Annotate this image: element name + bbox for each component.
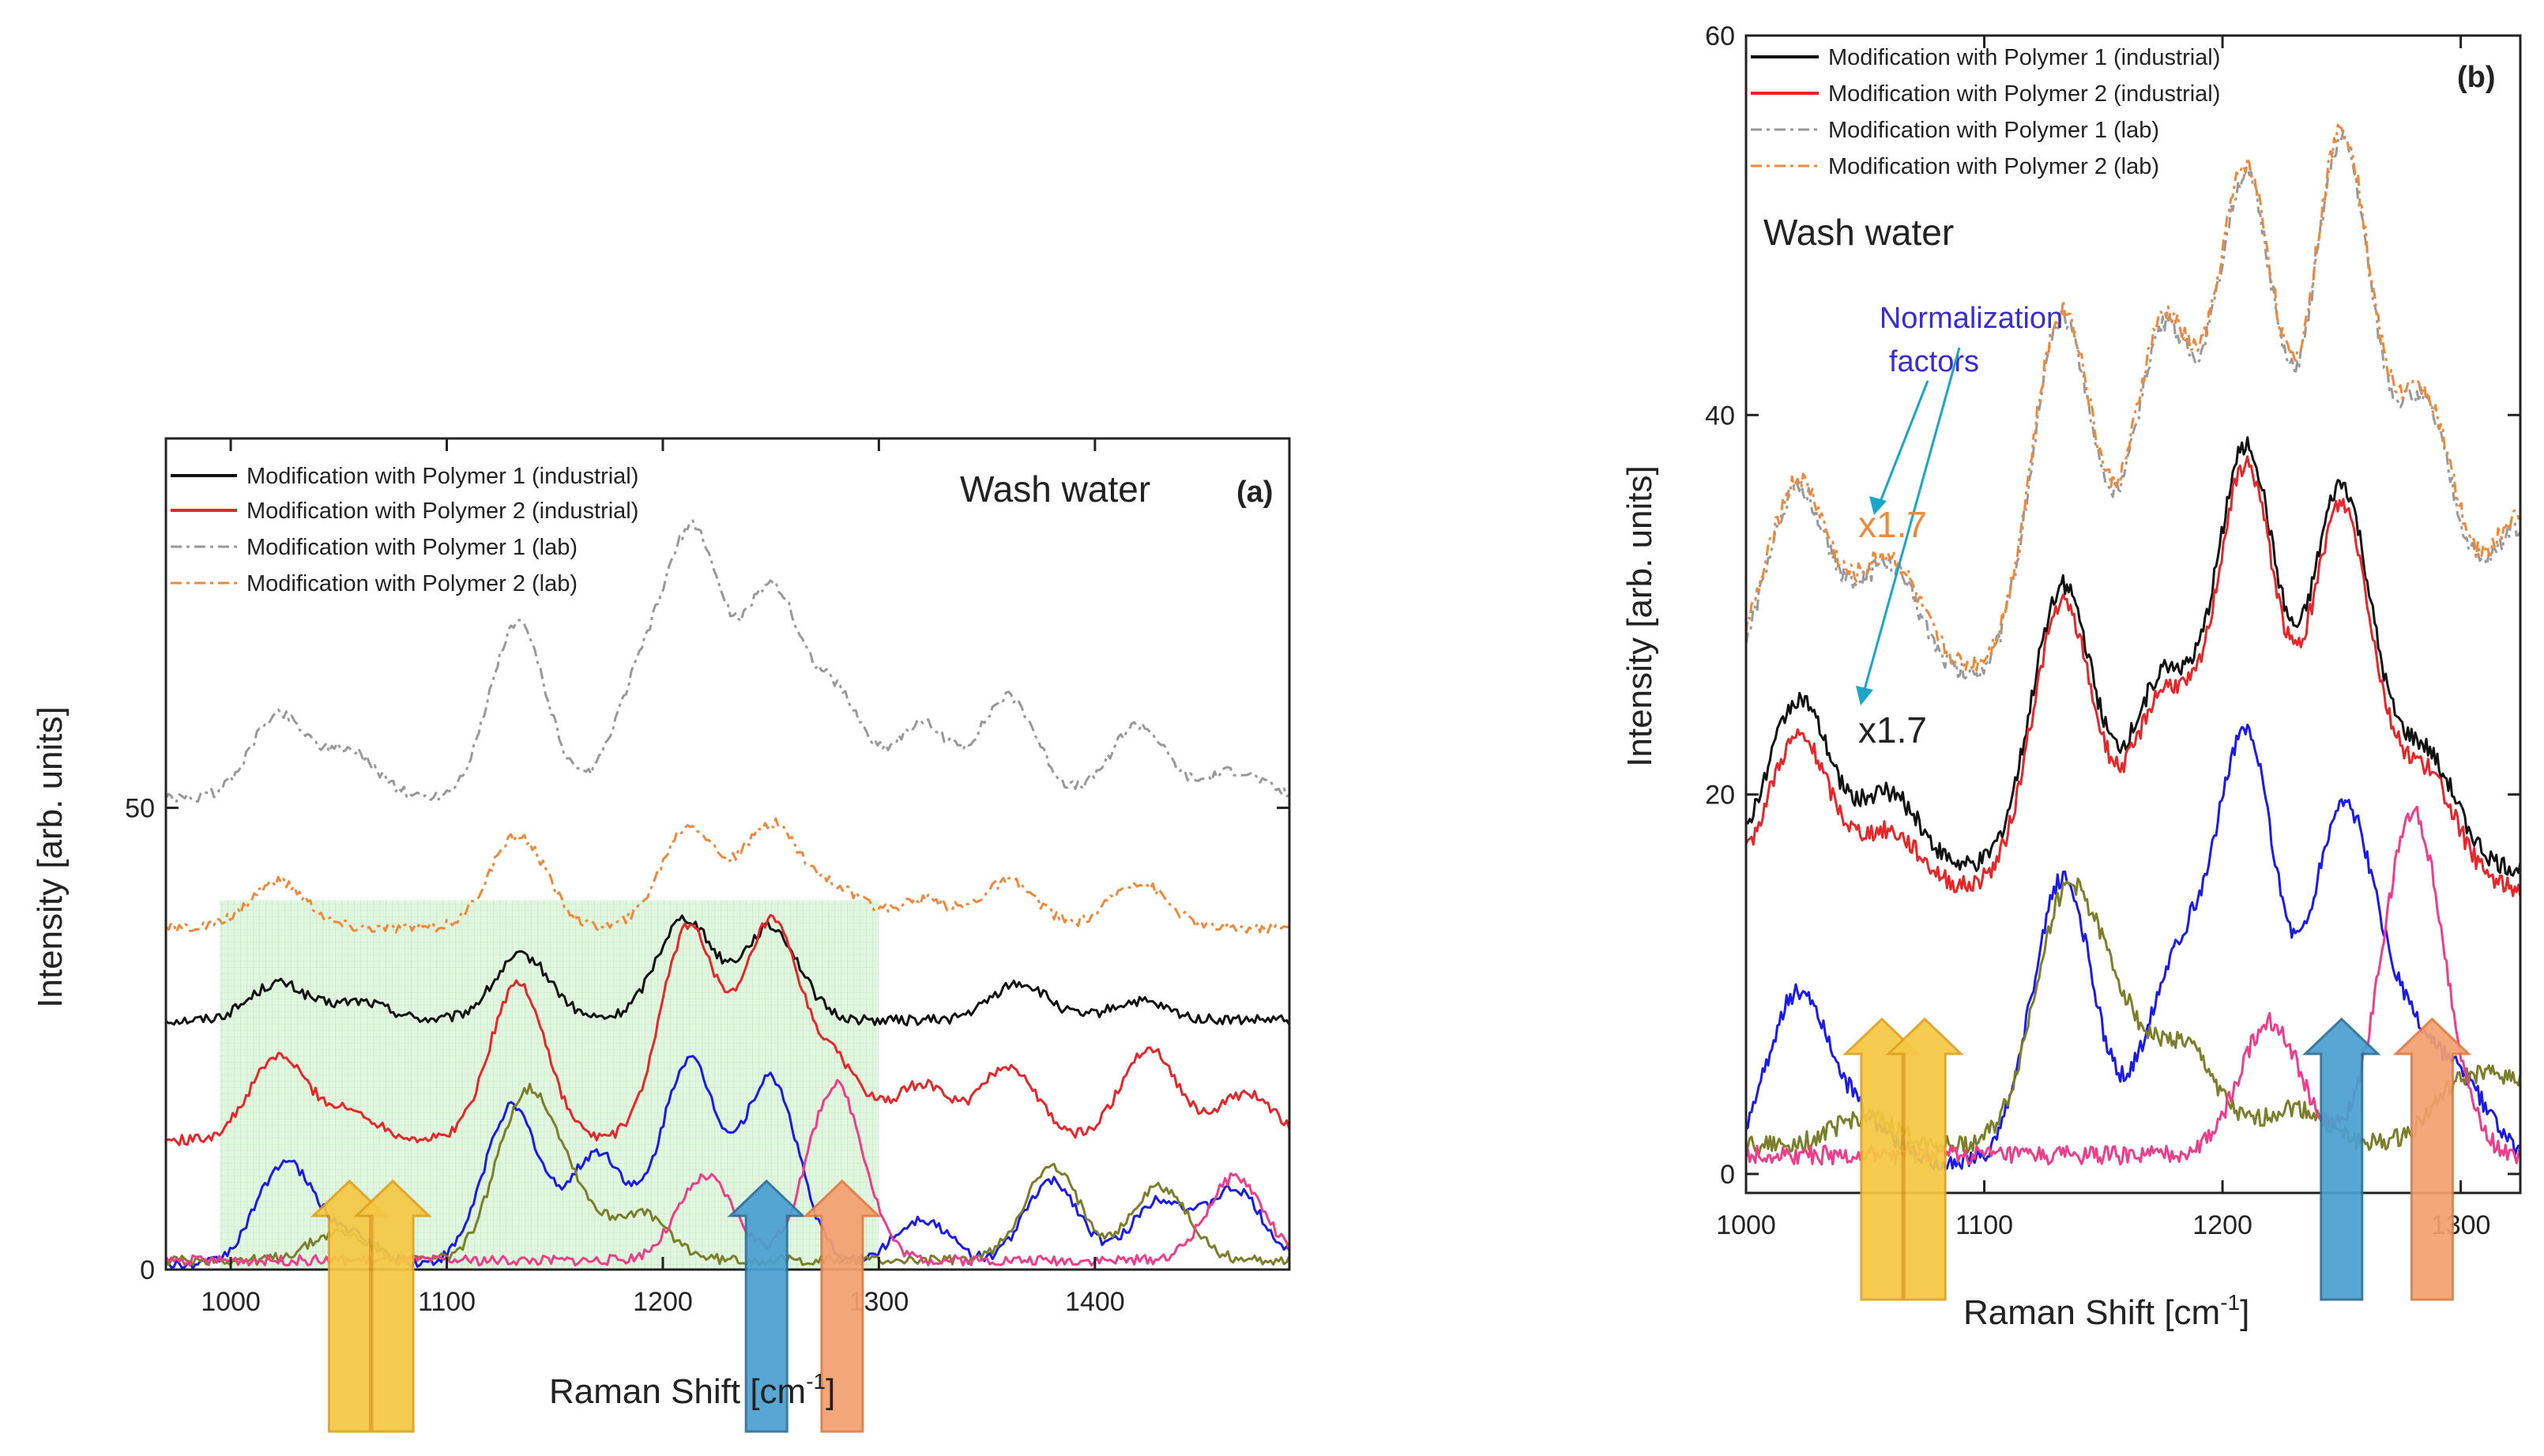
xlabel-sup: -1 xyxy=(806,1369,826,1394)
series-line-0 xyxy=(165,914,1291,1027)
panel-b-legend: Modification with Polymer 1 (industrial)… xyxy=(1751,45,2220,179)
panel-b-arrows xyxy=(1842,1017,2472,1301)
panel-a-annotation: Wash water xyxy=(960,468,1150,510)
xlabel-sup: -1 xyxy=(2220,1290,2240,1315)
legend-label-4: Modification with Polymer 2 (lab) xyxy=(246,571,578,596)
normalization-arrowhead-2 xyxy=(1856,686,1873,705)
peak-arrow-0 xyxy=(310,1179,390,1433)
series-line-1 xyxy=(165,913,1291,1146)
normalization-note-line1: Normalization xyxy=(1880,302,2063,335)
x-tick-label: 1200 xyxy=(2192,1210,2252,1240)
legend-label-3: Modification with Polymer 1 (lab) xyxy=(246,535,578,560)
series-line-3 xyxy=(164,817,1290,935)
normalization-arrow-2 xyxy=(1861,347,1961,696)
series-line-1 xyxy=(1744,455,2522,897)
series-line-3 xyxy=(1744,123,2521,672)
panel-a-plot-frame xyxy=(164,437,1291,1271)
y-tick-label: 40 xyxy=(1705,401,1735,431)
y-tick-label: 20 xyxy=(1705,781,1735,811)
panel-b-xlabel: Raman Shift [cm-1] xyxy=(1963,1290,2249,1332)
normalization-note-line2: factors xyxy=(1889,345,1979,378)
peak-arrow-2 xyxy=(727,1179,806,1433)
legend-label-3: Modification with Polymer 1 (lab) xyxy=(1828,118,2159,143)
peak-arrow-3 xyxy=(2392,1017,2472,1301)
x-tick-label: 1100 xyxy=(418,1287,476,1317)
y-tick-label: 50 xyxy=(125,794,155,824)
series-line-2 xyxy=(164,519,1290,803)
peak-arrow-3 xyxy=(803,1179,882,1433)
factor-industrial: x1.7 xyxy=(1858,709,1927,751)
panel-a-label: (a) xyxy=(1236,476,1273,509)
x-tick-label: 1200 xyxy=(633,1287,693,1317)
legend-label-4: Modification with Polymer 2 (lab) xyxy=(1828,154,2159,179)
series-line-2 xyxy=(1744,129,2522,680)
legend-label-2: Modification with Polymer 2 (industrial) xyxy=(1828,81,2220,107)
y-tick-label: 0 xyxy=(1720,1160,1735,1190)
xlabel-close: ] xyxy=(826,1372,835,1411)
xlabel-main: Raman Shift [cm xyxy=(1963,1293,2220,1332)
peak-arrow-2 xyxy=(2302,1017,2381,1301)
panel-a-ylabel: Intensity [arb. units] xyxy=(31,706,70,1008)
panel-a-legend: Modification with Polymer 1 (industrial)… xyxy=(171,464,638,596)
panel-b-ylabel: Intensity [arb. units] xyxy=(1620,465,1659,767)
x-tick-label: 1000 xyxy=(1716,1210,1776,1240)
peak-arrow-1 xyxy=(1885,1017,1964,1301)
y-tick-label: 0 xyxy=(140,1255,155,1285)
panel-b-annotation: Wash water xyxy=(1763,212,1954,253)
peak-arrow-1 xyxy=(353,1179,432,1433)
series-line-0 xyxy=(1744,436,2522,877)
x-tick-label: 1000 xyxy=(201,1287,261,1317)
panel-b-label: (b) xyxy=(2457,61,2496,94)
panel-a-xlabel: Raman Shift [cm-1] xyxy=(549,1369,835,1411)
panel-b-plot-frame xyxy=(1744,34,2522,1195)
xlabel-close: ] xyxy=(2240,1293,2249,1332)
legend-label-2: Modification with Polymer 2 (industrial) xyxy=(246,499,638,524)
panel-a-arrows xyxy=(310,1179,882,1433)
legend-label-1: Modification with Polymer 1 (industrial) xyxy=(246,464,638,489)
normalization-arrowhead-1 xyxy=(1869,496,1887,515)
x-tick-label: 1400 xyxy=(1065,1287,1125,1317)
xlabel-main: Raman Shift [cm xyxy=(549,1372,806,1411)
normalization-arrow-1 xyxy=(1877,380,1929,506)
panel-b-curves xyxy=(1744,123,2522,1172)
y-tick-label: 60 xyxy=(1705,21,1735,51)
factor-lab: x1.7 xyxy=(1858,504,1927,545)
x-tick-label: 1100 xyxy=(1955,1210,2013,1240)
peak-arrow-0 xyxy=(1842,1017,1921,1301)
legend-label-1: Modification with Polymer 1 (industrial) xyxy=(1828,45,2220,70)
